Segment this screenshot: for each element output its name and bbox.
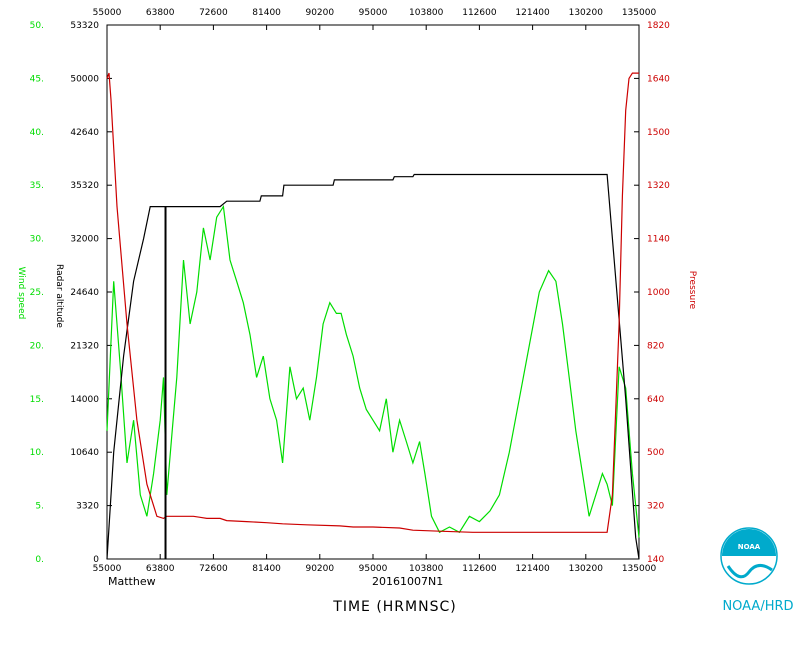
altitude-axis: 0 3320 10640 14000 21320 24640 32000 35320 42640… <box>70 21 112 565</box>
wind-speed-axis: 0. 5. 10. 15. 20. 25. 30. 35. 40. 45. 50. <box>30 21 44 565</box>
x-tick-label-top: 103800 <box>409 8 444 18</box>
x-tick-label-top: 81400 <box>252 8 281 18</box>
x-tick-label-top: 90200 <box>305 8 334 18</box>
x-tick-label-top: 130200 <box>569 8 604 18</box>
pressure-axis-label: Pressure <box>687 271 697 310</box>
altitude-tick-label: 35320 <box>70 181 99 191</box>
wind-speed-tick-label: 30. <box>30 235 44 245</box>
wind-speed-tick-label: 5. <box>35 502 44 512</box>
wind-speed-axis-label: Wind speed <box>16 267 26 320</box>
pressure-tick-label: 820 <box>647 341 664 351</box>
pressure-tick-label: 500 <box>647 448 664 458</box>
pressure-tick-label: 320 <box>647 502 664 512</box>
pressure-tick-label: 1640 <box>647 74 670 84</box>
pressure-tick-label: 640 <box>647 395 664 405</box>
x-tick-label-top: 112600 <box>462 8 497 18</box>
radar-altitude-axis-label: Radar altitude <box>54 264 64 328</box>
x-tick-label-bottom: 90200 <box>305 564 334 574</box>
altitude-tick-label: 0 <box>93 555 99 565</box>
wind-speed-tick-label: 45. <box>30 74 44 84</box>
altitude-tick-label: 10640 <box>70 448 99 458</box>
x-tick-label-bottom: 121400 <box>515 564 550 574</box>
wind-speed-tick-label: 50. <box>30 21 44 31</box>
x-tick-label-bottom: 63800 <box>146 564 175 574</box>
x-tick-label-top: 121400 <box>515 8 550 18</box>
x-tick-label-bottom: 130200 <box>569 564 604 574</box>
x-tick-label-bottom: 55000 <box>93 564 122 574</box>
pressure-tick-label: 1500 <box>647 128 670 138</box>
wind-speed-tick-label: 25. <box>30 288 44 298</box>
x-tick-label-top: 135000 <box>622 8 657 18</box>
pressure-tick-label: 1140 <box>647 235 670 245</box>
noaa-logo-text: NOAA <box>738 543 761 551</box>
flight-id: 20161007N1 <box>372 575 443 588</box>
x-tick-label-bottom: 95000 <box>359 564 388 574</box>
altitude-tick-label: 42640 <box>70 128 99 138</box>
x-axis-title: TIME (HRMNSC) <box>332 599 456 615</box>
altitude-tick-label: 50000 <box>70 74 99 84</box>
series-layer <box>106 72 640 560</box>
pressure-line <box>106 72 639 533</box>
pressure-tick-label: 1000 <box>647 288 670 298</box>
storm-name: Matthew <box>108 575 156 588</box>
wind-speed-tick-label: 15. <box>30 395 44 405</box>
altitude-tick-label: 24640 <box>70 288 99 298</box>
wind-speed-tick-label: 40. <box>30 128 44 138</box>
top-x-axis: 55000 63800 72600 81400 90200 95000 103800 1126… <box>93 8 657 30</box>
x-tick-label-bottom: 112600 <box>462 564 497 574</box>
altitude-tick-label: 32000 <box>70 235 99 245</box>
wind-speed-tick-label: 0. <box>35 555 44 565</box>
x-tick-label-top: 72600 <box>199 8 228 18</box>
pressure-tick-label: 140 <box>647 555 664 565</box>
x-tick-label-top: 63800 <box>146 8 175 18</box>
bottom-x-axis: 55000 63800 72600 81400 90200 95000 103800 1126… <box>93 554 657 574</box>
pressure-tick-label: 1320 <box>647 181 670 191</box>
altitude-tick-label: 3320 <box>76 502 99 512</box>
wind-speed-tick-label: 20. <box>30 341 44 351</box>
wind-speed-line <box>106 204 640 538</box>
wind-speed-tick-label: 35. <box>30 181 44 191</box>
altitude-tick-label: 21320 <box>70 341 99 351</box>
agency-label: NOAA/HRD <box>722 599 793 614</box>
pressure-tick-label: 1820 <box>647 21 670 31</box>
x-tick-label-top: 95000 <box>359 8 388 18</box>
x-tick-label-bottom: 72600 <box>199 564 228 574</box>
x-tick-label-bottom: 135000 <box>622 564 657 574</box>
wind-speed-tick-label: 10. <box>30 448 44 458</box>
altitude-tick-label: 14000 <box>70 395 99 405</box>
noaa-logo-icon: NOAA <box>720 527 778 585</box>
x-tick-label-bottom: 81400 <box>252 564 281 574</box>
altitude-tick-label: 53320 <box>70 21 99 31</box>
radar-altitude-line <box>106 173 640 560</box>
x-tick-label-bottom: 103800 <box>409 564 444 574</box>
x-tick-label-top: 55000 <box>93 8 122 18</box>
pressure-axis: 140 320 500 640 820 1000 1140 1320 1500 1640 1820 <box>634 21 670 565</box>
